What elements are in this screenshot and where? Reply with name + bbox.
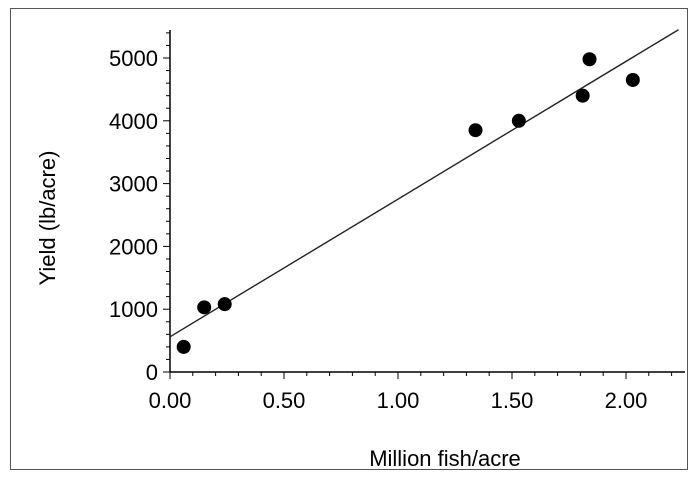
data-point — [625, 72, 640, 87]
axes — [169, 30, 685, 373]
regression-line — [169, 29, 679, 338]
data-point — [176, 339, 191, 354]
data-point — [197, 300, 212, 315]
data-point — [511, 113, 526, 128]
x-tick-label: 2.00 — [605, 388, 648, 413]
x-tick-label: 0.00 — [149, 388, 192, 413]
y-tick-label: 4000 — [109, 109, 158, 134]
x-tick-label: 0.50 — [263, 388, 306, 413]
trendline-group — [169, 29, 679, 338]
x-tick-label: 1.50 — [491, 388, 534, 413]
data-point — [582, 52, 597, 67]
x-tick-label: 1.00 — [377, 388, 420, 413]
y-tick-label: 0 — [146, 360, 158, 385]
chart-frame — [10, 8, 688, 470]
points-group — [176, 52, 640, 354]
y-tick-label: 5000 — [109, 46, 158, 71]
x-axis-label: Million fish/acre — [369, 446, 521, 471]
y-axis-label: Yield (lb/acre) — [35, 151, 60, 286]
y-tick-label: 2000 — [109, 234, 158, 259]
ticks: 0 1000 2000 3000 4000 5000 0.00 0.50 1.00 1.50 2.0… — [109, 32, 673, 413]
y-tick-label: 1000 — [109, 297, 158, 322]
y-tick-label: 3000 — [109, 172, 158, 197]
data-point — [575, 88, 590, 103]
data-point — [217, 297, 232, 312]
data-point — [468, 123, 483, 138]
